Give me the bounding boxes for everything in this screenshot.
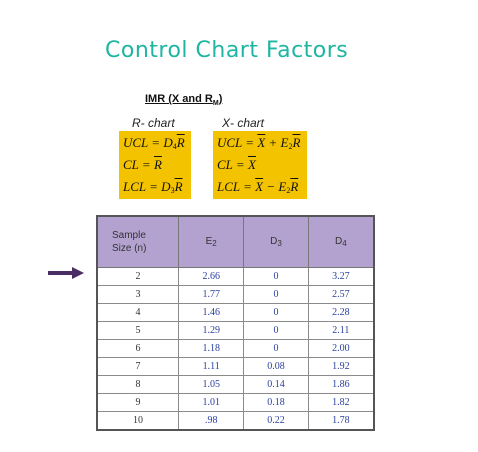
- cell-d3: 0: [243, 321, 309, 340]
- cell-d4: 1.86: [307, 375, 375, 394]
- cell-n: 3: [96, 285, 180, 304]
- cell-d3: 0.14: [243, 375, 309, 394]
- x-lcl-formula: LCL = X − E2R: [217, 179, 299, 195]
- cell-d3: 0: [243, 285, 309, 304]
- table-row: 8 1.05 0.14 1.86: [96, 375, 375, 394]
- table-row: 5 1.29 0 2.11: [96, 321, 375, 340]
- table-row: 3 1.77 0 2.57: [96, 285, 375, 304]
- r-cl-formula: CL = R: [123, 157, 162, 172]
- cell-d4: 1.78: [307, 411, 375, 431]
- cell-n: 7: [96, 357, 180, 376]
- header-d4: D4: [307, 215, 375, 268]
- x-ucl-formula: UCL = X + E2R: [217, 135, 301, 151]
- header-e2: E2: [178, 215, 245, 268]
- right-arrow-icon: [48, 267, 84, 279]
- cell-d3: 0.18: [243, 393, 309, 412]
- cell-d4: 1.82: [307, 393, 375, 412]
- cell-d4: 3.27: [307, 267, 375, 286]
- factors-table: Sample Size (n) E2 D3 D4 2 2.66 0 3.27 3 1.77…: [96, 215, 375, 431]
- header-d3: D3: [243, 215, 309, 268]
- cell-d4: 2.57: [307, 285, 375, 304]
- cell-e2: 1.11: [178, 357, 245, 376]
- x-chart-label: X- chart: [222, 116, 265, 130]
- r-ucl-formula: UCL = D4R: [123, 135, 185, 151]
- cell-n: 4: [96, 303, 180, 322]
- cell-d3: 0: [243, 339, 309, 358]
- table-row: 10.98 0.22 1.78: [96, 411, 375, 431]
- cell-n: 5: [96, 321, 180, 340]
- cell-d3: 0: [243, 303, 309, 322]
- cell-n: 8: [96, 375, 180, 394]
- cell-e2: 1.29: [178, 321, 245, 340]
- x-chart-formula-box: UCL = X + E2R CL = X LCL = X − E2R: [213, 131, 307, 199]
- table-row: 9 1.01 0.18 1.82: [96, 393, 375, 412]
- cell-e2: 1.46: [178, 303, 245, 322]
- table-row: 2 2.66 0 3.27: [96, 267, 375, 286]
- cell-d4: 2.00: [307, 339, 375, 358]
- table-header-row: Sample Size (n) E2 D3 D4: [96, 215, 375, 268]
- cell-e2: 2.66: [178, 267, 245, 286]
- cell-n: 6: [96, 339, 180, 358]
- cell-d4: 2.11: [307, 321, 375, 340]
- cell-d4: 1.92: [307, 357, 375, 376]
- x-cl-formula: CL = X: [217, 157, 256, 172]
- cell-n: 9: [96, 393, 180, 412]
- cell-e2: 1.05: [178, 375, 245, 394]
- header-sample-size: Sample Size (n): [96, 215, 180, 268]
- cell-d3: 0.22: [243, 411, 309, 431]
- cell-e2: 1.77: [178, 285, 245, 304]
- cell-d4: 2.28: [307, 303, 375, 322]
- cell-d3: 0: [243, 267, 309, 286]
- cell-e2: 1.18: [178, 339, 245, 358]
- cell-d3: 0.08: [243, 357, 309, 376]
- cell-e2: 1.01: [178, 393, 245, 412]
- table-row: 4 1.46 0 2.28: [96, 303, 375, 322]
- imr-heading: IMR (X and RM): [145, 93, 223, 108]
- r-chart-formula-box: UCL = D4R CL = R LCL = D3R: [119, 131, 191, 199]
- page-title: Control Chart Factors: [105, 38, 349, 63]
- r-lcl-formula: LCL = D3R: [123, 179, 183, 195]
- r-chart-label: R- chart: [132, 116, 175, 130]
- table-row: 6 1.18 0 2.00: [96, 339, 375, 358]
- cell-n: 10: [96, 411, 180, 431]
- cell-e2: .98: [178, 411, 245, 431]
- cell-n: 2: [96, 267, 180, 286]
- table-row: 7 1.11 0.08 1.92: [96, 357, 375, 376]
